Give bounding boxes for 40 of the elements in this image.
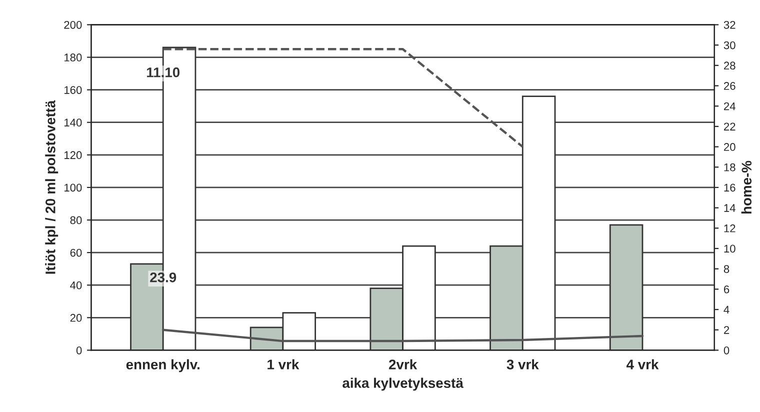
y2-tick-label: 18 [724, 163, 736, 172]
y2-tick-label: 12 [724, 224, 736, 232]
x-tick-label: 3 vrk [506, 359, 539, 370]
y-tick-label: 160 [64, 86, 82, 94]
y-axis-title: Itiöt kpl / 20 ml polstovettä [45, 100, 58, 274]
y2-tick-label: 6 [724, 285, 730, 294]
y-tick-label: 100 [64, 184, 82, 192]
y-tick-label: 120 [64, 151, 82, 160]
y-tick-label: 140 [64, 118, 82, 126]
y2-tick-label: 28 [724, 62, 736, 70]
x-tick-label: 2vrk [388, 359, 418, 370]
x-tick-label: ennen kylv. [126, 359, 200, 372]
annotation: 11.10 [146, 67, 180, 78]
y2-axis-title: home-% [741, 160, 752, 214]
line-series [162, 328, 644, 342]
y2-tick-label: 32 [724, 20, 736, 29]
y2-tick-label: 2 [724, 326, 730, 334]
y2-tick-label: 4 [724, 306, 730, 314]
annotation: 23.9 [150, 272, 176, 282]
y-tick-label: 0 [76, 346, 82, 354]
y2-tick-label: 10 [724, 244, 736, 253]
y-tick-label: 80 [70, 216, 82, 224]
y2-tick-label: 20 [724, 143, 736, 151]
bar [609, 224, 644, 350]
y2-tick-label: 0 [724, 346, 730, 354]
x-tick-label: 1 vrk [268, 359, 300, 370]
y2-tick-label: 8 [724, 265, 730, 273]
y2-tick-label: 30 [724, 41, 736, 50]
y-tick-label: 60 [70, 248, 82, 257]
y2-tick-label: 24 [724, 102, 736, 110]
y2-tick-label: 22 [724, 122, 736, 130]
x-tick-label: 4 vrk [626, 359, 659, 370]
y2-tick-label: 16 [724, 184, 736, 192]
x-axis-title: aika kylvetyksestä [342, 378, 464, 391]
y-tick-label: 40 [70, 281, 82, 290]
y2-tick-label: 14 [724, 204, 736, 212]
y-tick-label: 200 [64, 20, 82, 29]
y-tick-label: 180 [64, 54, 82, 62]
y2-tick-label: 26 [724, 82, 736, 90]
y-tick-label: 20 [70, 314, 82, 322]
